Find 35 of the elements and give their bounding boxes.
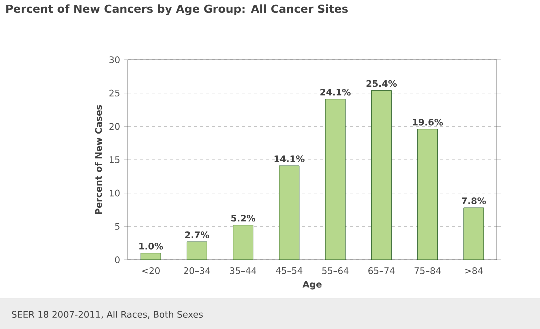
data-label: 14.1% (274, 156, 305, 162)
chart-title: Percent of New Cancers by Age Group: All Cancer Sites (6, 4, 348, 16)
data-label: 19.6% (413, 118, 444, 126)
bar (325, 99, 346, 260)
data-label: 2.7% (185, 232, 210, 238)
y-tick-label: 0 (115, 256, 120, 264)
y-tick-label: 25 (110, 90, 120, 97)
bar (464, 208, 484, 260)
x-tick-label: 35–44 (230, 268, 257, 274)
y-tick-label: 30 (110, 56, 120, 64)
x-tick-label: <20 (142, 268, 160, 274)
y-tick-label: 5 (115, 223, 120, 230)
data-label: 25.4% (366, 80, 398, 88)
bar (418, 129, 438, 260)
text: SEER 18 2007-2011, All Races, Both Sexes (12, 311, 204, 319)
x-axis-title: Age (302, 281, 322, 290)
x-tick-label: 55–64 (322, 268, 349, 274)
bar (186, 242, 208, 260)
data-label: 5.2% (232, 214, 256, 222)
bar (371, 90, 392, 260)
data-label: 24.1% (320, 88, 351, 96)
data-label: 7.8% (462, 198, 486, 204)
x-tick-label: 20–34 (184, 268, 210, 274)
x-tick-label: >84 (465, 268, 483, 274)
x-tick-label: 65–74 (368, 268, 395, 274)
y-tick-label: 15 (110, 156, 120, 164)
y-tick-label: 10 (110, 190, 120, 197)
x-tick-label: 75–84 (414, 268, 442, 274)
bar (140, 253, 162, 260)
y-axis-title: Percent of New Cases (95, 105, 102, 214)
data-label: 1.0% (140, 242, 164, 250)
y-tick-label: 20 (110, 123, 120, 130)
x-tick-label: 45–54 (276, 268, 303, 274)
bar (279, 166, 300, 260)
bar (233, 225, 254, 260)
